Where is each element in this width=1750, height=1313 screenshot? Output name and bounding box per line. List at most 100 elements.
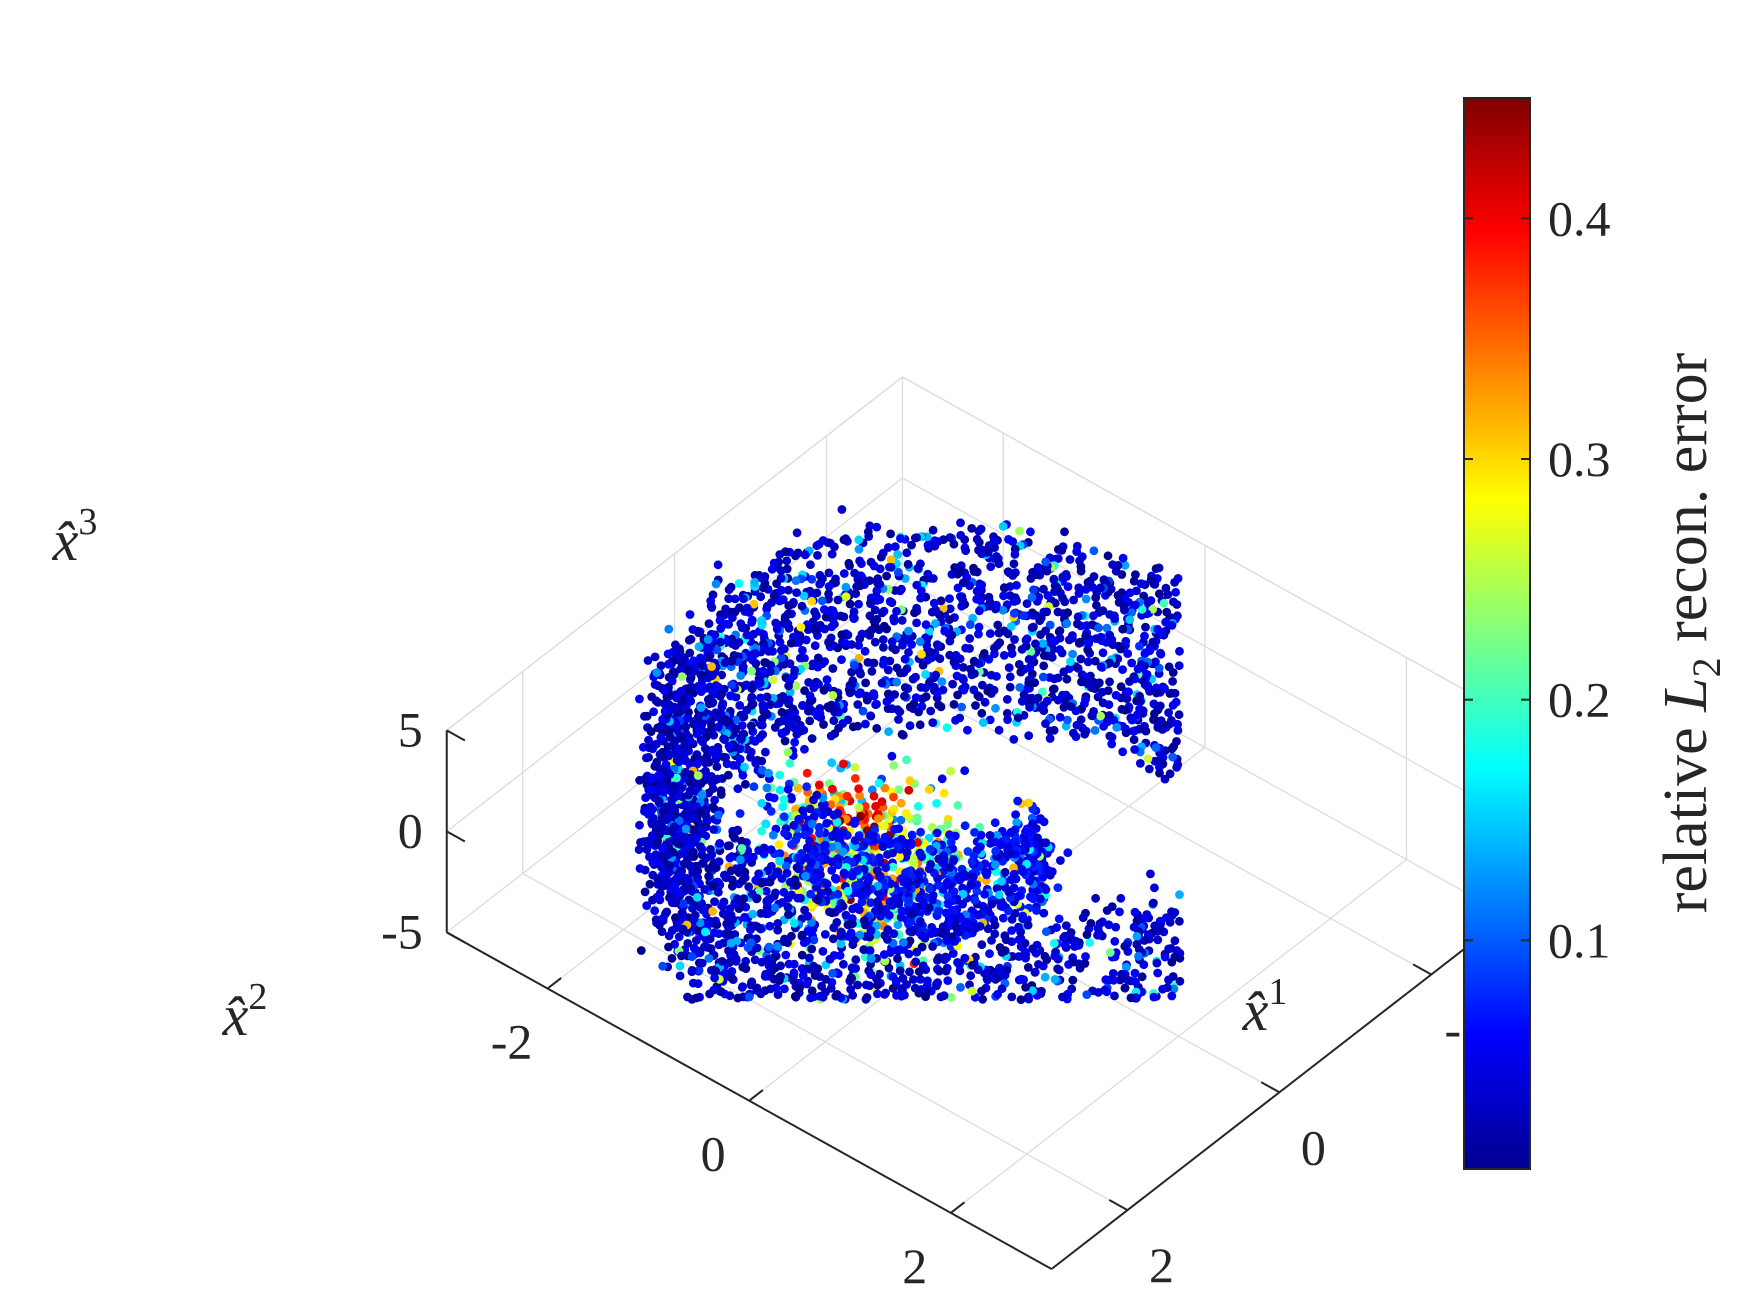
data-point xyxy=(1021,949,1031,959)
data-point xyxy=(866,970,876,979)
data-point xyxy=(845,599,855,609)
data-point xyxy=(886,555,896,565)
data-point xyxy=(792,863,802,872)
data-point xyxy=(861,994,871,1004)
data-point xyxy=(939,788,949,798)
data-point xyxy=(889,792,898,802)
data-point xyxy=(643,841,653,851)
data-point xyxy=(1104,700,1114,709)
data-point xyxy=(839,868,849,878)
data-point xyxy=(843,886,853,896)
data-point xyxy=(654,798,664,808)
data-point xyxy=(751,758,761,768)
data-point xyxy=(670,809,680,819)
data-point xyxy=(894,785,904,794)
data-point xyxy=(963,725,972,735)
data-point xyxy=(1174,661,1184,670)
data-point xyxy=(1133,664,1143,674)
grid-line xyxy=(902,477,1508,816)
data-point xyxy=(651,761,660,771)
data-point xyxy=(1118,624,1128,634)
data-point xyxy=(700,885,710,894)
data-point xyxy=(790,919,799,928)
data-point xyxy=(916,827,925,837)
data-point xyxy=(1131,570,1140,579)
data-point xyxy=(1130,968,1140,978)
data-point xyxy=(648,773,657,783)
data-point xyxy=(1175,916,1184,926)
data-point xyxy=(800,686,809,696)
data-point xyxy=(784,585,793,595)
data-point xyxy=(934,854,944,864)
data-point xyxy=(949,855,959,864)
data-point xyxy=(650,906,660,916)
data-point xyxy=(1038,687,1047,697)
data-point xyxy=(1021,635,1031,645)
data-point xyxy=(972,586,982,596)
data-point xyxy=(1083,657,1093,667)
data-point xyxy=(983,686,993,696)
data-point xyxy=(924,903,934,913)
data-point xyxy=(887,637,897,647)
data-point xyxy=(754,846,764,855)
data-point xyxy=(934,880,943,890)
data-point xyxy=(698,858,708,868)
data-point xyxy=(1029,585,1038,595)
data-point xyxy=(1120,605,1129,615)
data-point xyxy=(855,930,864,940)
colorbar xyxy=(1463,97,1531,1170)
data-point xyxy=(865,611,875,621)
data-point xyxy=(817,596,827,606)
data-point xyxy=(885,597,895,606)
data-point xyxy=(1012,818,1022,827)
data-point xyxy=(967,906,977,916)
data-point xyxy=(1048,685,1058,694)
grid-line xyxy=(446,376,903,731)
data-point xyxy=(1123,649,1133,658)
data-point xyxy=(750,955,760,965)
data-point xyxy=(822,818,832,828)
data-point xyxy=(967,857,977,866)
data-point xyxy=(816,888,826,898)
data-point xyxy=(981,868,991,877)
data-point xyxy=(799,591,809,601)
data-point xyxy=(683,939,693,948)
data-point xyxy=(761,658,771,668)
data-point xyxy=(1055,712,1065,722)
data-point xyxy=(733,993,743,1003)
data-point xyxy=(824,568,834,578)
data-point xyxy=(984,541,994,550)
data-point xyxy=(693,771,703,780)
data-point xyxy=(719,752,729,762)
data-point xyxy=(735,809,745,818)
data-point xyxy=(1073,612,1083,622)
data-point xyxy=(1076,715,1086,725)
data-point xyxy=(1151,564,1161,573)
data-point xyxy=(871,801,880,811)
data-point xyxy=(708,802,718,812)
data-point xyxy=(873,897,882,906)
data-point xyxy=(635,775,644,785)
data-point xyxy=(696,825,705,835)
data-point xyxy=(1118,553,1128,563)
data-point xyxy=(974,629,983,639)
data-point xyxy=(866,926,876,935)
data-point xyxy=(1111,566,1121,576)
data-point xyxy=(642,901,652,910)
data-point xyxy=(910,608,919,618)
data-point xyxy=(853,866,862,875)
colorbar-tick-label: 0.4 xyxy=(1548,190,1611,246)
data-point xyxy=(1009,597,1019,606)
data-point xyxy=(1085,938,1095,947)
colorbar-ticks: 0.1 0.2 0.3 0.4 xyxy=(1464,190,1611,968)
data-point xyxy=(658,844,668,854)
data-point xyxy=(1045,734,1055,743)
data-point xyxy=(1014,975,1024,985)
data-point xyxy=(798,806,808,815)
data-point xyxy=(917,649,926,659)
data-point xyxy=(829,810,839,820)
data-point xyxy=(967,986,977,996)
data-point xyxy=(1007,649,1017,659)
data-point xyxy=(1022,599,1032,608)
data-point xyxy=(1105,610,1115,619)
